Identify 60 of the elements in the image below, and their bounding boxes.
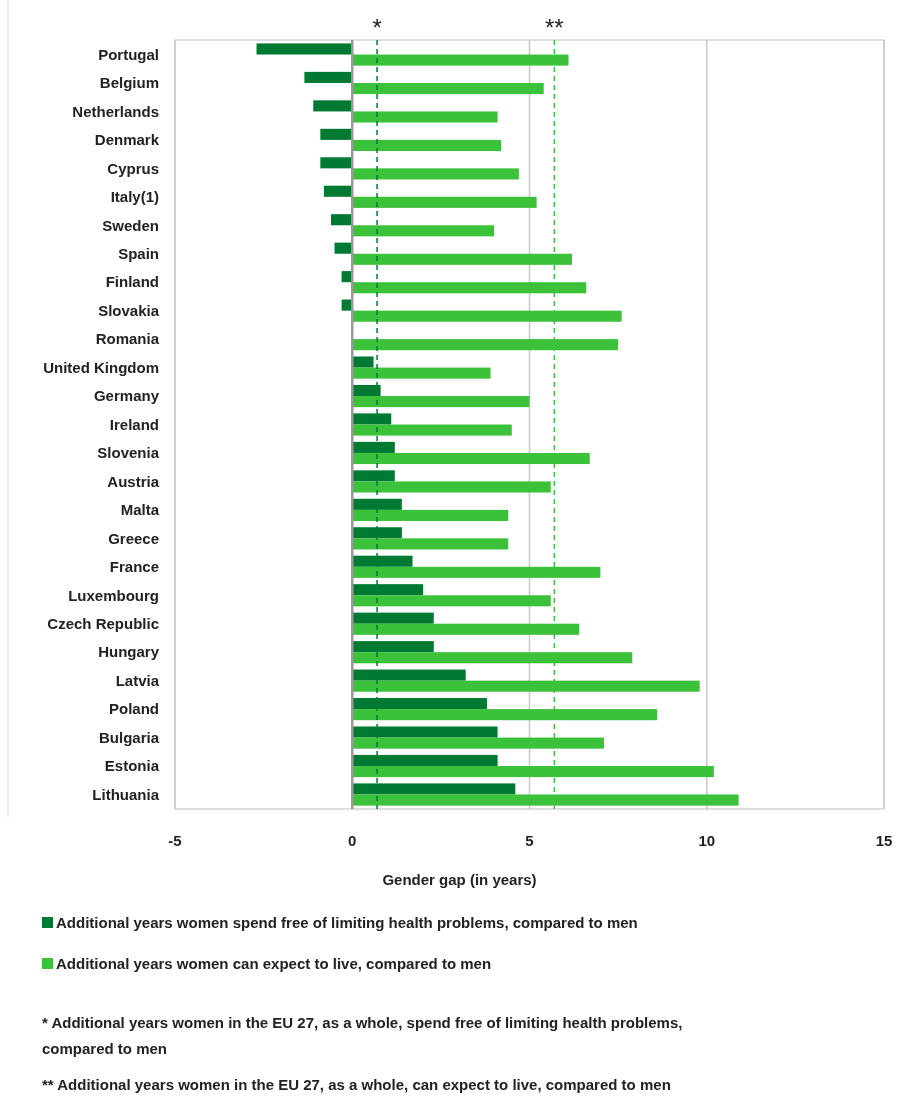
x-tick-label: 10 — [698, 832, 716, 849]
y-tick-label: Romania — [95, 330, 160, 348]
bar — [352, 509, 509, 521]
y-tick-label: Finland — [105, 273, 159, 291]
bar — [352, 111, 498, 123]
y-tick-label: Malta — [120, 501, 160, 519]
bar — [313, 100, 353, 112]
y-tick-label: Greece — [108, 529, 159, 547]
x-axis-title: Gender gap (in years) — [382, 871, 537, 888]
bar — [352, 424, 512, 436]
bar — [352, 139, 502, 151]
ref-line-label: * — [372, 14, 382, 41]
legend-label: Additional years women spend free of limiting health problems, compared to men — [56, 914, 638, 931]
text: ** Additional years women in the EU 27, as a whole, can expect to live, compared to men — [42, 1076, 671, 1093]
ref-line-label: ** — [544, 14, 564, 41]
bar — [352, 82, 544, 95]
bar — [352, 356, 374, 368]
y-tick-label: Estonia — [104, 757, 160, 775]
bar — [256, 43, 353, 55]
bar — [330, 214, 353, 226]
y-tick-label: Slovenia — [97, 444, 160, 462]
x-tick-label: 0 — [348, 832, 357, 849]
bar — [352, 225, 495, 237]
x-tick-label: -5 — [168, 832, 182, 849]
y-tick-label: Spain — [118, 244, 159, 262]
y-tick-label: Netherlands — [72, 102, 159, 120]
bar — [320, 128, 353, 140]
bar — [352, 595, 551, 607]
text: * Additional years women in the EU 27, as a whole, spend free of limiting health problems, compared to men — [42, 1014, 683, 1057]
y-tick-label: Latvia — [115, 671, 160, 689]
bar — [352, 168, 519, 180]
bar — [304, 71, 353, 83]
y-tick-label: Austria — [107, 472, 160, 490]
y-tick-label: Bulgaria — [98, 728, 160, 746]
y-tick-label: Cyprus — [107, 159, 159, 177]
bar — [352, 396, 530, 408]
y-tick-label: Sweden — [102, 216, 159, 234]
y-tick-label: France — [109, 558, 159, 576]
y-tick-label: United Kingdom — [43, 358, 159, 376]
y-tick-label: Poland — [108, 700, 159, 718]
bar — [320, 157, 353, 169]
y-tick-label: Slovakia — [98, 301, 160, 319]
y-tick-label: Lithuania — [92, 785, 160, 803]
x-tick-label: 15 — [875, 832, 893, 849]
bar — [352, 367, 491, 379]
y-tick-label: Luxembourg — [68, 586, 159, 604]
y-tick-label: Italy(1) — [110, 188, 159, 206]
y-tick-label: Germany — [93, 387, 160, 405]
bar — [323, 185, 353, 197]
y-tick-label: Portugal — [98, 45, 159, 63]
y-tick-label: Denmark — [94, 131, 160, 149]
y-tick-label: Hungary — [98, 643, 160, 661]
bar — [352, 538, 509, 550]
legend-label: Additional years women can expect to live, compared to men — [56, 955, 492, 972]
y-tick-label: Belgium — [99, 74, 159, 92]
y-tick-label: Czech Republic — [47, 614, 159, 632]
bar — [352, 196, 537, 208]
bar — [352, 481, 551, 493]
x-tick-label: 5 — [525, 832, 534, 849]
y-tick-label: Ireland — [109, 415, 159, 433]
